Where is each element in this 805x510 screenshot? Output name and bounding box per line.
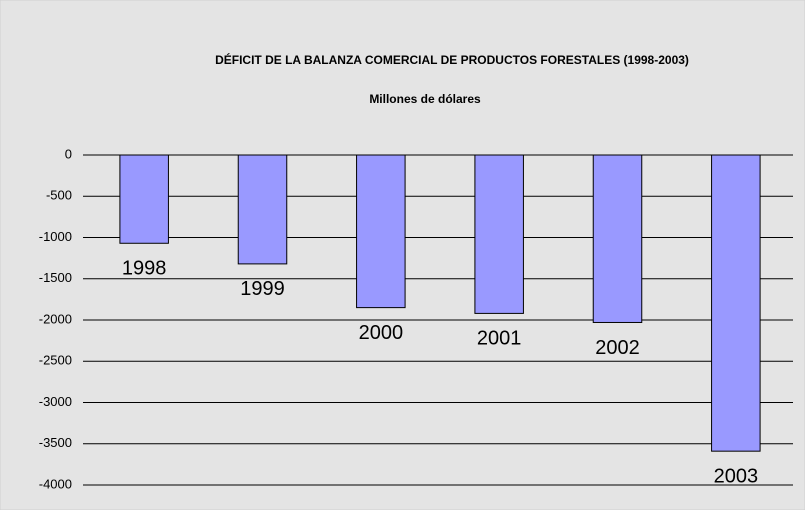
bar xyxy=(711,154,761,452)
bar xyxy=(356,154,406,309)
y-tick-label: -1000 xyxy=(39,229,72,244)
category-label: 2002 xyxy=(595,337,640,359)
bar xyxy=(474,154,524,314)
chart-title: DÉFICIT DE LA BALANZA COMERCIAL DE PRODU… xyxy=(215,52,689,67)
category-label: 2001 xyxy=(477,328,522,350)
y-tick-label: -2000 xyxy=(39,311,72,326)
y-tick-label: -500 xyxy=(46,188,72,203)
category-label: 2003 xyxy=(714,465,759,487)
y-tick-label: 0 xyxy=(65,146,72,161)
bar xyxy=(237,154,288,265)
y-tick-label: -3000 xyxy=(39,394,72,409)
y-tick-label: -1500 xyxy=(39,270,72,285)
y-tick-label: -2500 xyxy=(39,353,72,368)
chart-subtitle: Millones de dólares xyxy=(369,92,481,106)
y-tick-label: -4000 xyxy=(39,476,72,491)
category-label: 2000 xyxy=(359,322,404,344)
category-label: 1999 xyxy=(240,278,285,300)
bar xyxy=(592,154,643,323)
category-label: 1998 xyxy=(122,258,167,280)
y-tick-label: -3500 xyxy=(39,435,72,450)
bar xyxy=(119,154,169,244)
